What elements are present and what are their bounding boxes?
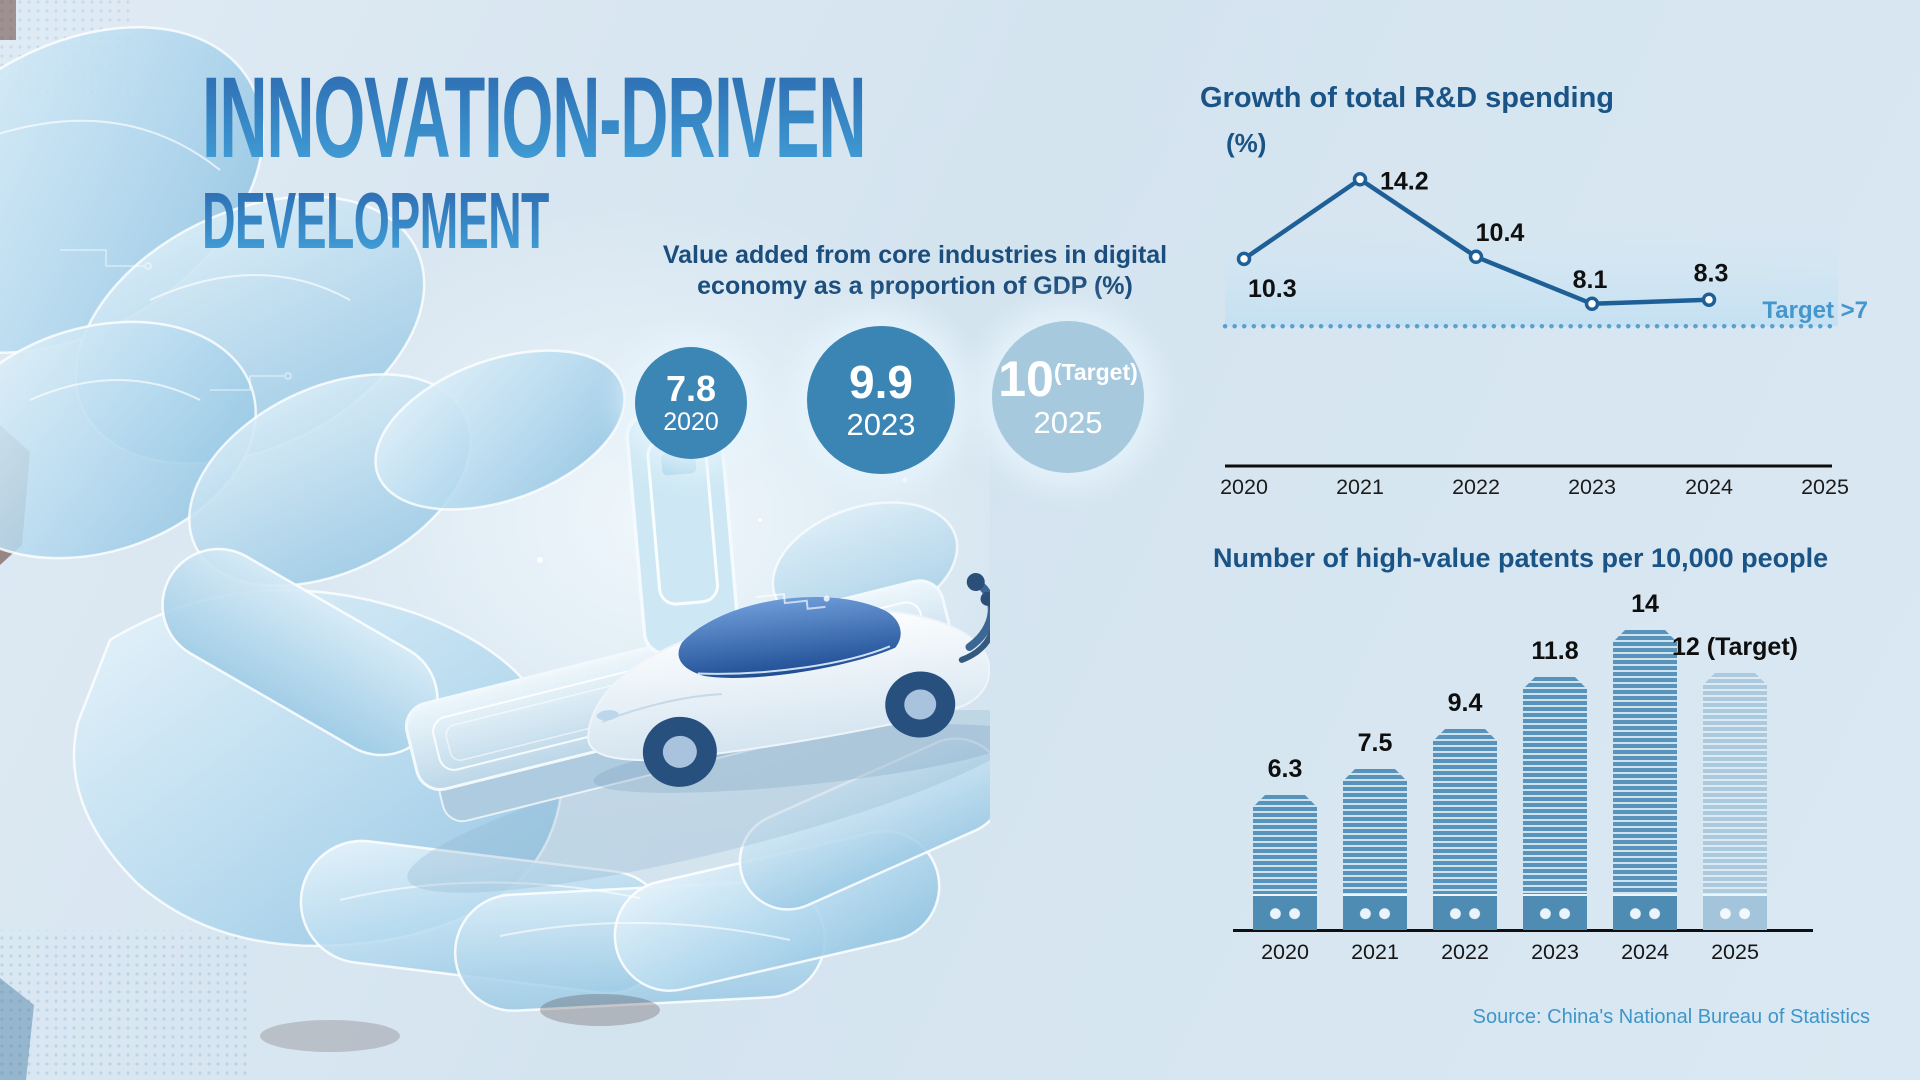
- robot-arm: [0, 26, 959, 629]
- bar: [1343, 769, 1407, 930]
- x-axis-tick: 2020: [1220, 475, 1268, 499]
- data-point: [1236, 251, 1252, 267]
- halftone-texture: [0, 930, 250, 1080]
- bar: [1253, 795, 1317, 930]
- bar-year-label: 2023: [1531, 940, 1579, 964]
- bar-year-label: 2021: [1351, 940, 1399, 964]
- bar-base: [1433, 894, 1497, 930]
- stat-year: 2025: [1033, 405, 1103, 441]
- sparkles: [537, 477, 908, 563]
- stat-year: 2023: [846, 407, 916, 443]
- data-point-label: 8.1: [1573, 266, 1608, 294]
- x-axis-tick: 2023: [1568, 475, 1616, 499]
- maroon-accent: [0, 0, 16, 40]
- bar-stripes: [1703, 673, 1767, 896]
- circuit-lines: [60, 249, 292, 391]
- bar-base: [1523, 894, 1587, 930]
- bar-year-label: 2020: [1261, 940, 1309, 964]
- data-point-label: 10.4: [1476, 219, 1525, 247]
- arm-highlights: [0, 119, 351, 401]
- bar-year-label: 2022: [1441, 940, 1489, 964]
- bar: [1523, 677, 1587, 930]
- bar-base: [1343, 894, 1407, 930]
- line-chart: Target >7 10.3 14.2 10.4 8.1 8.3 2020 2021 2022 2…: [1200, 160, 1890, 520]
- stat-value: 9.9: [849, 355, 913, 408]
- bar-value-label: 14: [1631, 590, 1659, 618]
- stat-target-suffix: (Target): [1053, 358, 1138, 385]
- teal-accent: [0, 978, 34, 1080]
- data-point: [1468, 249, 1484, 265]
- digital-economy-heading: Value added from core industries in digi…: [655, 240, 1175, 301]
- x-axis-tick: 2025: [1801, 475, 1849, 499]
- page-title-line2: DEVELOPMENT: [202, 180, 865, 261]
- bar-stripes: [1343, 769, 1407, 896]
- shadow-crevice: [260, 1020, 400, 1052]
- bar-value-label: 12 (Target): [1672, 633, 1798, 661]
- robot-fingers: [299, 737, 990, 1012]
- x-axis-tick: 2024: [1685, 475, 1733, 499]
- stat-circle-2020: 7.8 2020: [635, 347, 747, 459]
- bar-stripes: [1433, 729, 1497, 896]
- bar-value-label: 9.4: [1447, 689, 1483, 717]
- bar-chart-title: Number of high-value patents per 10,000 …: [1213, 543, 1829, 573]
- bar-target: [1703, 673, 1767, 930]
- bar-base: [1613, 894, 1677, 930]
- shadow-crevice: [540, 994, 660, 1026]
- bar: [1613, 630, 1677, 930]
- line-chart-unit-label: (%): [1226, 128, 1267, 158]
- data-point-label: 14.2: [1380, 167, 1429, 195]
- x-axis-tick: 2021: [1336, 475, 1384, 499]
- stat-circle-2025-target: 10 (Target) 2025: [992, 321, 1144, 473]
- data-point-label: 8.3: [1694, 260, 1729, 288]
- stat-circle-2023: 9.9 2023: [807, 326, 955, 474]
- bar-stripes: [1523, 677, 1587, 896]
- data-point: [1584, 296, 1600, 312]
- digital-economy-heading-line1: Value added from core industries in digi…: [662, 241, 1168, 269]
- page-title: INNOVATION-DRIVEN DEVELOPMENT: [202, 58, 1346, 261]
- bar-year-label: 2024: [1621, 940, 1669, 964]
- digital-economy-heading-line2: economy as a proportion of GDP (%): [697, 271, 1133, 300]
- bar-base: [1253, 894, 1317, 930]
- bar-base: [1703, 894, 1767, 930]
- source-attribution: Source: China's National Bureau of Stati…: [1472, 1006, 1870, 1028]
- data-point: [1701, 292, 1717, 307]
- page-title-line1: INNOVATION-DRIVEN: [202, 54, 866, 182]
- x-axis-tick: 2022: [1452, 475, 1500, 499]
- hero-illustration: [0, 0, 990, 1080]
- bar-year-label: 2025: [1711, 940, 1759, 964]
- data-point-label: 10.3: [1248, 275, 1297, 303]
- stat-value: 10: [998, 350, 1054, 407]
- data-point: [1352, 172, 1368, 187]
- target-label: Target >7: [1762, 297, 1868, 324]
- bar-value-label: 11.8: [1531, 637, 1579, 665]
- line-chart-title: Growth of total R&D spending: [1200, 82, 1615, 114]
- bar-value-label: 6.3: [1267, 755, 1303, 783]
- bar-stripes: [1253, 795, 1317, 896]
- bar: [1433, 729, 1497, 930]
- bar-stripes: [1613, 630, 1677, 896]
- bar-value-label: 7.5: [1357, 729, 1393, 757]
- stat-value: 7.8: [665, 367, 717, 409]
- bar-chart-x-axis: [1233, 929, 1813, 932]
- finger-highlights: [339, 881, 791, 941]
- ev-car: [587, 572, 990, 793]
- car-canopy: [678, 597, 901, 678]
- stat-year: 2020: [663, 408, 719, 437]
